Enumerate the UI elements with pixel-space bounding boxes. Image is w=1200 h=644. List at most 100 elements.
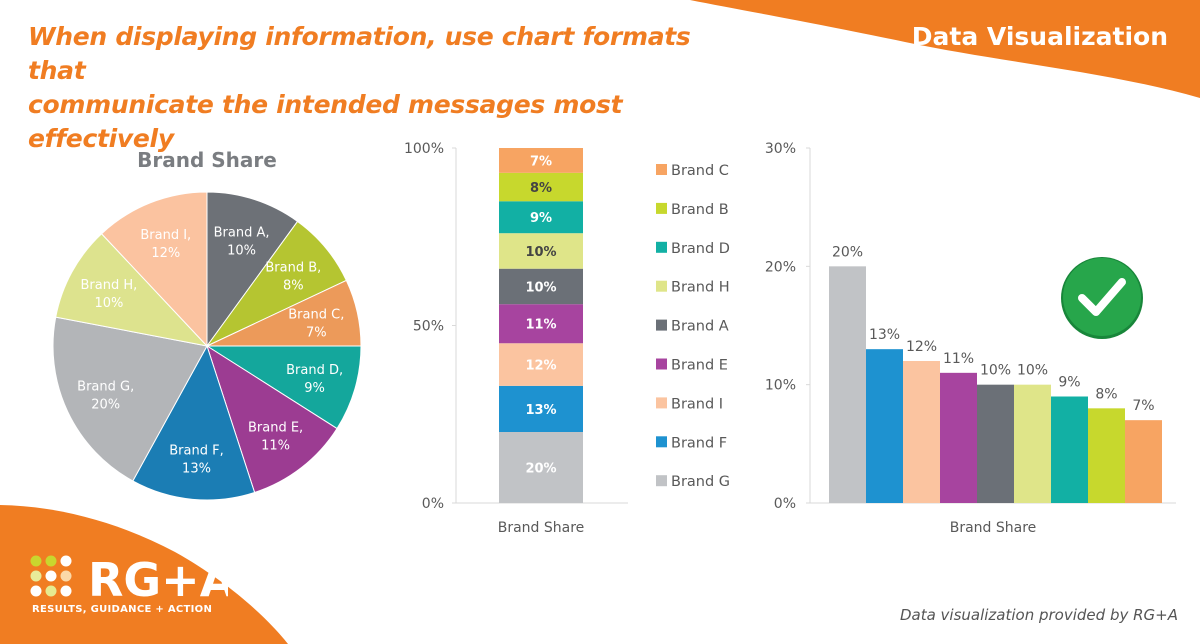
bar-6 xyxy=(1014,384,1051,503)
logo-dot xyxy=(45,585,57,597)
pie-chart-title: Brand Share xyxy=(137,148,277,172)
stacked-label-brand-a: 10% xyxy=(525,280,556,295)
legend-label-brand-i: Brand I xyxy=(671,396,723,412)
legend-label-brand-c: Brand C xyxy=(671,163,729,179)
bar-8 xyxy=(1088,408,1125,503)
bar-4 xyxy=(940,372,977,503)
legend-swatch-brand-h xyxy=(656,280,667,292)
legend-label-brand-d: Brand D xyxy=(671,241,730,257)
bar-y-tick-label: 20% xyxy=(765,259,796,275)
legend-label-brand-a: Brand A xyxy=(671,319,729,335)
pie-slice-brand-g xyxy=(52,316,208,482)
pie-label-brand-h: Brand H, xyxy=(81,278,138,293)
pie-label-brand-f: Brand F, xyxy=(169,444,223,459)
bar-label-5: 10% xyxy=(980,363,1011,379)
pie-value-brand-f: 13% xyxy=(182,462,211,477)
legend-swatch-brand-g xyxy=(656,475,667,487)
pie-label-brand-b: Brand B, xyxy=(265,261,321,276)
legend-label-brand-f: Brand F xyxy=(671,435,727,451)
legend-swatch-brand-c xyxy=(656,164,667,175)
stacked-label-brand-i: 12% xyxy=(525,359,556,374)
credit-line: Data visualization provided by RG+A xyxy=(899,606,1178,624)
stacked-label-brand-d: 9% xyxy=(530,211,552,226)
pie-slice-brand-i xyxy=(100,191,208,348)
pie-slice-brand-e xyxy=(206,344,338,494)
legend-label-brand-e: Brand E xyxy=(671,358,728,374)
pie-label-brand-d: Brand D, xyxy=(286,363,343,378)
bar-3 xyxy=(903,361,940,503)
stacked-y-tick-label: 0% xyxy=(422,496,444,512)
bar-label-8: 8% xyxy=(1095,386,1117,402)
pie-label-brand-e: Brand E, xyxy=(248,421,303,436)
pie-label-brand-c: Brand C, xyxy=(288,308,344,323)
bar-label-7: 9% xyxy=(1058,375,1080,391)
bar-label-2: 13% xyxy=(869,327,900,343)
pie-slice-brand-d xyxy=(205,345,362,430)
headline-line-1: When displaying information, use chart f… xyxy=(28,22,691,85)
pie-value-brand-g: 20% xyxy=(91,398,120,413)
legend-swatch-brand-d xyxy=(656,241,667,253)
legend-swatch-brand-b xyxy=(656,202,667,214)
pie-value-brand-a: 10% xyxy=(227,244,256,259)
stacked-segment-brand-i xyxy=(499,343,583,386)
bar-y-tick-label: 10% xyxy=(765,378,796,394)
logo-dot xyxy=(30,570,42,582)
stacked-label-brand-h: 10% xyxy=(525,245,556,260)
pie-value-brand-i: 12% xyxy=(151,246,180,261)
top-right-orange-wave xyxy=(690,0,1200,98)
stacked-segment-brand-a xyxy=(499,268,583,305)
stacked-segment-brand-e xyxy=(499,304,583,344)
pie-value-brand-b: 8% xyxy=(283,279,304,294)
bar-x-axis-label: Brand Share xyxy=(950,520,1037,536)
pie-value-brand-e: 11% xyxy=(261,439,290,454)
bar-2 xyxy=(866,349,903,503)
logo-dot xyxy=(60,585,72,597)
bar-label-4: 11% xyxy=(943,351,974,367)
bar-9 xyxy=(1125,420,1162,503)
legend-swatch-brand-i xyxy=(656,397,667,409)
stacked-x-axis-label: Brand Share xyxy=(498,520,585,536)
bar-1 xyxy=(829,266,866,503)
bar-y-tick-label: 30% xyxy=(765,141,796,157)
legend-swatch-brand-f xyxy=(656,436,667,448)
pie-label-brand-i: Brand I, xyxy=(140,228,191,243)
logo-dot xyxy=(45,570,57,582)
bar-label-3: 12% xyxy=(906,339,937,355)
section-title: Data Visualization xyxy=(911,22,1168,51)
logo-tagline: RESULTS, GUIDANCE + ACTION xyxy=(32,604,213,615)
pie-chart: Brand Share Brand A, 10% Brand B, 8% Brand C… xyxy=(52,148,362,501)
headline: When displaying information, use chart f… xyxy=(28,20,748,156)
legend-label-brand-b: Brand B xyxy=(671,202,729,218)
pie-label-brand-a: Brand A, xyxy=(214,226,270,241)
bar-y-tick-label: 0% xyxy=(774,496,796,512)
pie-value-brand-d: 9% xyxy=(304,381,325,396)
bar-7 xyxy=(1051,396,1088,503)
legend-label-brand-g: Brand G xyxy=(671,474,730,490)
stacked-segment-brand-g xyxy=(499,432,583,503)
logo-dot xyxy=(60,555,72,567)
legend-swatch-brand-e xyxy=(656,358,667,370)
logo-dot xyxy=(45,555,57,567)
check-mark-icon xyxy=(1061,257,1143,339)
stacked-segment-brand-f xyxy=(499,385,583,432)
rga-logo: RG+A xyxy=(30,553,228,607)
stacked-label-brand-f: 13% xyxy=(525,403,556,418)
stacked-label-brand-c: 7% xyxy=(530,154,552,169)
stacked-y-tick-label: 50% xyxy=(413,319,444,335)
stacked-segment-brand-h xyxy=(499,233,583,269)
logo-dot-grid xyxy=(30,555,72,597)
legend-label-brand-h: Brand H xyxy=(671,280,730,296)
logo-dot xyxy=(60,570,72,582)
legend-swatch-brand-a xyxy=(656,319,667,331)
bar-label-1: 20% xyxy=(832,244,863,260)
pie-slice-brand-h xyxy=(55,233,209,347)
bar-5 xyxy=(977,384,1014,503)
stacked-y-tick-label: 100% xyxy=(404,141,444,157)
bar-chart: Brand Share 0% 10% 20% 30% 20% 13% 12% 11% 10% 10… xyxy=(765,141,1176,536)
pie-slice-brand-f xyxy=(132,344,256,501)
bar-label-9: 7% xyxy=(1132,398,1154,414)
stacked-segment-brand-c xyxy=(499,148,583,173)
